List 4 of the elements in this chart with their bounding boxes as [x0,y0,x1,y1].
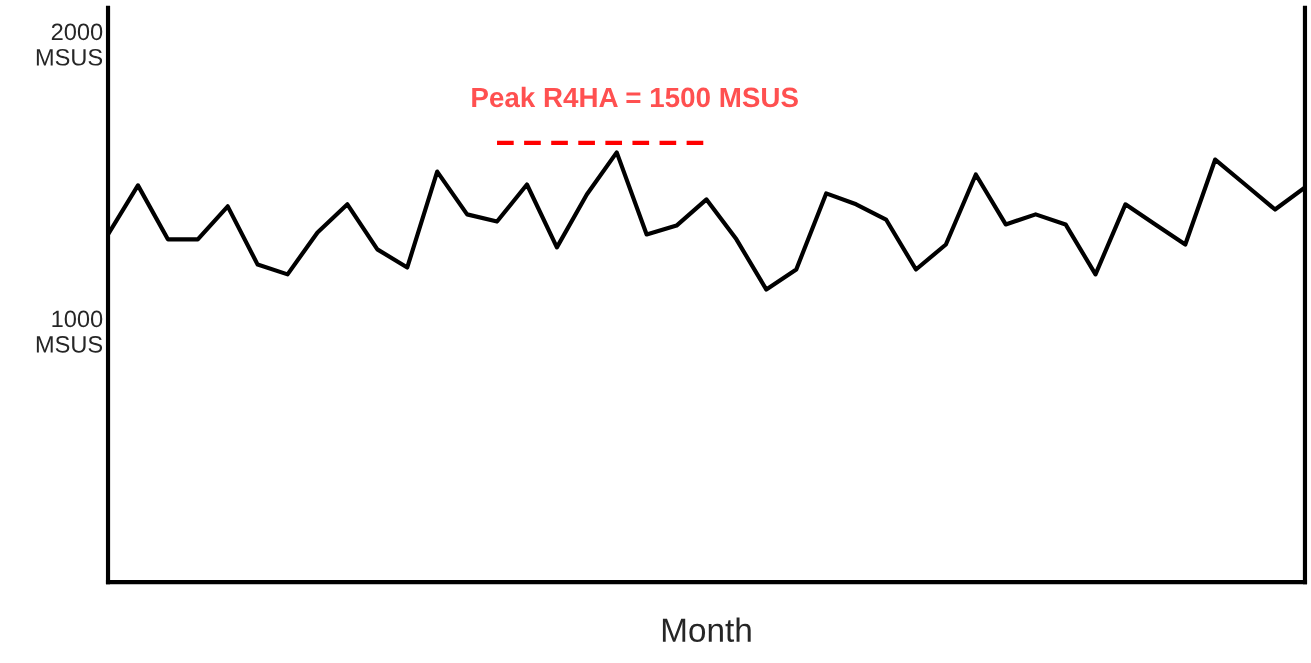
x-axis-title: Month [662,617,751,643]
y-tick-label: 2000 MSUS [36,23,103,66]
annotation: Peak R4HA = 1500 MSUS [472,86,798,108]
y-tick-label: 1000 MSUS [36,310,103,353]
